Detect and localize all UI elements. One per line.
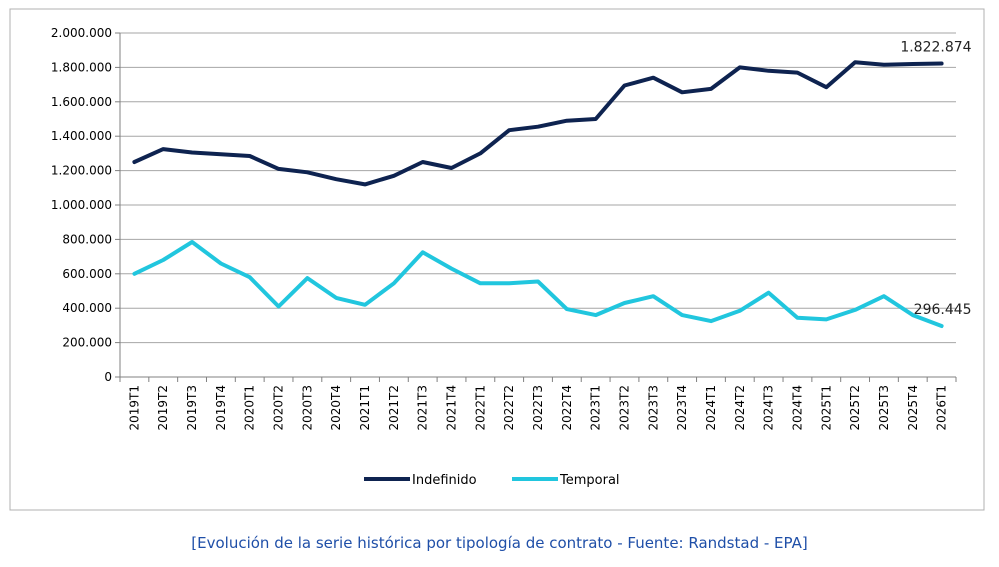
y-tick-label: 1.600.000 xyxy=(51,95,112,109)
x-tick-label: 2026T1 xyxy=(935,385,949,431)
x-tick-label: 2022T1 xyxy=(473,385,487,431)
y-tick-label: 200.000 xyxy=(62,336,112,350)
x-tick-label: 2024T3 xyxy=(762,385,776,431)
series-line-indefinido xyxy=(132,60,944,187)
x-tick-label: 2023T2 xyxy=(617,385,631,431)
x-tick-label: 2020T1 xyxy=(243,385,257,431)
x-tick-label: 2021T4 xyxy=(445,385,459,431)
x-tick-label: 2019T1 xyxy=(127,385,141,431)
y-tick-label: 1.200.000 xyxy=(51,164,112,178)
x-tick-label: 2025T2 xyxy=(848,385,862,431)
x-tick-label: 2021T1 xyxy=(358,385,372,431)
x-tick-label: 2022T2 xyxy=(502,385,516,431)
x-tick-label: 2020T4 xyxy=(329,385,343,431)
legend: Indefinido Temporal xyxy=(364,473,620,488)
axes xyxy=(115,32,957,382)
data-label: 296.445 xyxy=(914,302,972,318)
x-tick-label: 2023T3 xyxy=(646,385,660,431)
y-tick-label: 1.000.000 xyxy=(51,198,112,212)
x-tick-label: 2022T3 xyxy=(531,385,545,431)
x-tick-label: 2022T4 xyxy=(560,385,574,431)
x-tick-label: 2019T2 xyxy=(156,385,170,431)
y-tick-label: 2.000.000 xyxy=(51,26,112,40)
x-tick-label: 2019T4 xyxy=(214,385,228,431)
data-label: 1.822.874 xyxy=(900,39,971,55)
chart-border xyxy=(9,8,985,511)
x-tick-label: 2023T4 xyxy=(675,385,689,431)
chart-frame: 0 200.000 400.000 600.000 800.000 1.000.000 1.… xyxy=(9,8,985,511)
x-tick-label: 2020T2 xyxy=(272,385,286,431)
x-axis-tick-labels: 2019T1 2019T2 2019T3 2019T4 2020T1 2020T2 2020… xyxy=(127,385,948,431)
x-tick-label: 2020T3 xyxy=(300,385,314,431)
x-tick-label: 2024T1 xyxy=(704,385,718,431)
x-tick-label: 2025T1 xyxy=(819,385,833,431)
x-tick-label: 2024T2 xyxy=(733,385,747,431)
figure-caption: [Evolución de la serie histórica por tip… xyxy=(191,534,808,552)
x-tick-label: 2025T3 xyxy=(877,385,891,431)
x-tick-label: 2024T4 xyxy=(790,385,804,431)
y-axis-tick-labels: 0 200.000 400.000 600.000 800.000 1.000.000 1.… xyxy=(51,26,112,384)
x-tick-label: 2023T1 xyxy=(589,385,603,431)
series-line-temporal xyxy=(132,240,944,328)
x-tick-label: 2021T3 xyxy=(416,385,430,431)
y-tick-label: 0 xyxy=(104,370,112,384)
x-tick-label: 2019T3 xyxy=(185,385,199,431)
data-annotations: 1.822.874 296.445 xyxy=(900,39,971,318)
y-tick-label: 600.000 xyxy=(62,267,112,281)
grid-lines xyxy=(120,32,956,344)
series-lines xyxy=(132,60,944,328)
legend-label: Temporal xyxy=(559,473,620,488)
x-tick-label: 2025T4 xyxy=(906,385,920,431)
y-tick-label: 800.000 xyxy=(62,232,112,246)
y-tick-label: 1.800.000 xyxy=(51,60,112,74)
x-tick-label: 2021T2 xyxy=(387,385,401,431)
y-tick-label: 400.000 xyxy=(62,301,112,315)
legend-label: Indefinido xyxy=(412,473,477,488)
y-tick-label: 1.400.000 xyxy=(51,129,112,143)
